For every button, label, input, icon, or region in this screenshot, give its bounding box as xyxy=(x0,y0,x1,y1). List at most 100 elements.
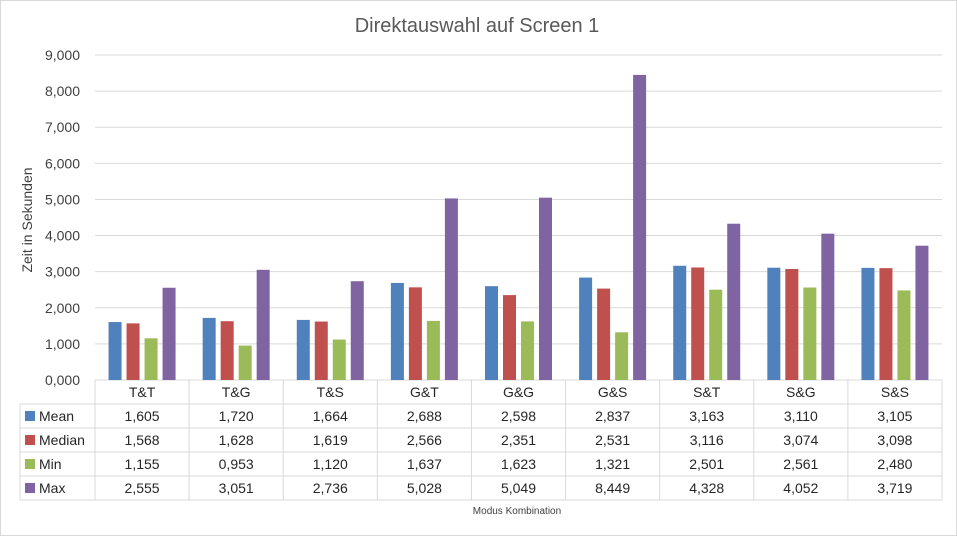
data-label: 5,028 xyxy=(407,480,442,496)
data-label: 3,110 xyxy=(784,408,818,424)
bar-min-8 xyxy=(897,290,911,380)
data-label: 3,719 xyxy=(877,480,912,496)
legend-swatch-median xyxy=(25,435,35,445)
bar-mean-1 xyxy=(202,317,216,380)
legend-swatch-mean xyxy=(25,411,35,421)
x-tick-label: G&S xyxy=(598,384,628,400)
bar-max-5 xyxy=(633,74,647,381)
y-tick-label: 4,000 xyxy=(45,228,80,244)
data-label: 1,321 xyxy=(595,456,630,472)
data-label: 1,568 xyxy=(125,432,160,448)
bar-mean-0 xyxy=(108,322,122,380)
data-label: 3,098 xyxy=(877,432,912,448)
x-tick-label: G&T xyxy=(410,384,439,400)
x-tick-label: T&G xyxy=(222,384,251,400)
data-label: 2,561 xyxy=(783,456,818,472)
data-label: 1,637 xyxy=(407,456,442,472)
legend-label-median: Median xyxy=(39,432,85,448)
gridlines xyxy=(95,54,942,381)
y-tick-label: 9,000 xyxy=(45,47,80,63)
x-tick-label: S&S xyxy=(881,384,909,400)
bar-median-1 xyxy=(220,321,234,380)
legend-label-max: Max xyxy=(39,480,65,496)
bar-max-1 xyxy=(256,269,270,380)
data-label: 5,049 xyxy=(501,480,536,496)
bar-min-3 xyxy=(426,320,440,380)
data-label: 3,074 xyxy=(783,432,818,448)
data-label: 2,598 xyxy=(501,408,536,424)
bar-min-2 xyxy=(332,339,346,380)
y-tick-label: 8,000 xyxy=(45,83,80,99)
x-tick-label: G&G xyxy=(503,384,534,400)
data-label: 4,052 xyxy=(783,480,818,496)
y-tick-label: 0,000 xyxy=(45,372,80,388)
bar-median-5 xyxy=(597,288,611,380)
bar-max-7 xyxy=(821,233,835,380)
data-label: 3,163 xyxy=(689,408,724,424)
bar-mean-4 xyxy=(485,286,498,380)
data-table: T&T T&G T&S G&T G&G G&S S&T S&G S&S Mean 1,605 1,72… xyxy=(19,380,943,501)
bar-median-6 xyxy=(691,267,705,380)
bar-median-0 xyxy=(126,323,140,380)
data-label: 3,116 xyxy=(690,432,724,448)
y-tick-label: 5,000 xyxy=(45,191,80,207)
x-tick-label: T&T xyxy=(129,384,156,400)
data-label: 1,120 xyxy=(313,456,348,472)
bar-median-4 xyxy=(503,295,516,380)
data-label: 1,628 xyxy=(219,432,254,448)
y-axis-label: Zeit in Sekunden xyxy=(19,167,35,272)
bar-median-2 xyxy=(314,321,328,380)
data-label: 2,566 xyxy=(407,432,442,448)
bar-mean-2 xyxy=(296,319,310,380)
bar-max-2 xyxy=(350,281,364,380)
data-label: 2,837 xyxy=(595,408,630,424)
y-tick-label: 1,000 xyxy=(45,336,80,352)
bar-min-6 xyxy=(709,289,723,380)
bar-mean-6 xyxy=(673,265,687,380)
bar-min-0 xyxy=(144,338,158,380)
legend-swatch-min xyxy=(25,459,35,469)
bar-max-3 xyxy=(444,198,458,380)
data-label: 1,605 xyxy=(125,408,160,424)
legend-label-min: Min xyxy=(39,456,62,472)
bar-median-3 xyxy=(408,287,422,380)
bar-max-0 xyxy=(162,287,176,380)
data-label: 2,501 xyxy=(689,456,724,472)
legend-swatch-max xyxy=(25,483,35,493)
bar-min-4 xyxy=(521,321,534,380)
y-tick-label: 7,000 xyxy=(45,119,80,135)
data-label: 2,555 xyxy=(125,480,160,496)
data-label: 4,328 xyxy=(689,480,724,496)
data-label: 2,688 xyxy=(407,408,442,424)
data-label: 2,736 xyxy=(313,480,348,496)
x-tick-label: S&T xyxy=(693,384,721,400)
bar-max-8 xyxy=(915,245,929,380)
chart-title: Direktauswahl auf Screen 1 xyxy=(355,15,600,37)
bar-min-7 xyxy=(803,287,817,380)
x-axis-label: Modus Kombination xyxy=(473,506,561,517)
y-tick-label: 3,000 xyxy=(45,264,80,280)
bars xyxy=(108,74,929,381)
bar-max-4 xyxy=(539,197,552,380)
data-label: 8,449 xyxy=(595,480,630,496)
y-tick-label: 6,000 xyxy=(45,155,80,171)
data-label: 2,351 xyxy=(501,432,536,448)
data-label: 2,480 xyxy=(877,456,912,472)
bar-median-8 xyxy=(879,268,893,380)
data-label: 0,953 xyxy=(219,456,254,472)
bar-mean-5 xyxy=(579,277,593,380)
bar-mean-3 xyxy=(390,282,404,380)
data-label: 2,531 xyxy=(595,432,630,448)
y-tick-labels: 0,000 1,000 2,000 3,000 4,000 5,000 6,000 7,000… xyxy=(45,47,80,388)
data-label: 1,623 xyxy=(501,456,536,472)
legend-label-mean: Mean xyxy=(39,408,74,424)
x-tick-label: T&S xyxy=(317,384,344,400)
bar-max-6 xyxy=(727,223,741,380)
bar-median-7 xyxy=(785,268,799,380)
data-label: 1,664 xyxy=(313,408,348,424)
data-label: 3,051 xyxy=(219,480,254,496)
bar-mean-8 xyxy=(861,267,875,380)
bar-min-5 xyxy=(615,332,629,380)
